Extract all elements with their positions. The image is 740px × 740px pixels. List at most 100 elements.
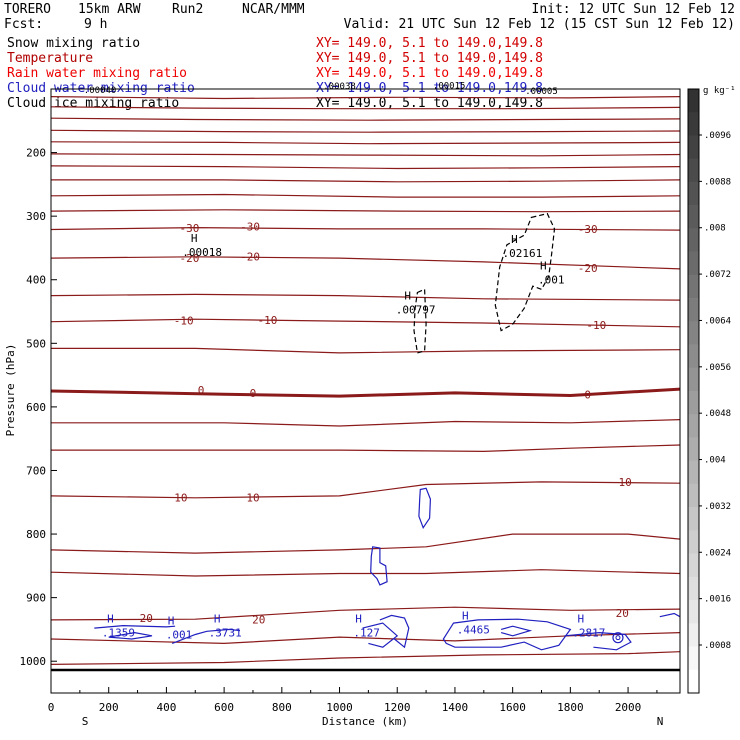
isotherm-line	[50, 153, 681, 157]
legend-snow: Snow mixing ratio	[7, 36, 140, 51]
maximum-value-label: .00018	[182, 246, 222, 259]
temperature-label: -30	[180, 222, 200, 235]
temperature-label: -10	[174, 315, 194, 328]
x-tick-label: 600	[214, 701, 234, 714]
header: TORERO 15km ARW Run2 NCAR/MMM Init: 12 U…	[4, 2, 735, 32]
maximum-marker: H	[462, 609, 469, 622]
isotherm-line	[51, 347, 681, 354]
legend-rain: Rain water mixing ratio	[7, 66, 187, 81]
y-tick-label: 900	[26, 592, 46, 605]
maximum-marker: H	[577, 613, 584, 626]
isotherm-line	[50, 209, 681, 213]
cloud-water-contour	[500, 625, 533, 637]
cloud-ice-contour	[494, 212, 556, 332]
colorbar-segment	[688, 228, 699, 252]
colorbar-segment	[688, 460, 699, 485]
temperature-label: 10	[246, 491, 259, 504]
colorbar-segment	[688, 89, 699, 113]
colorbar-segment	[688, 181, 699, 206]
colorbar-segment	[688, 321, 699, 345]
cloud-water-contour	[612, 632, 624, 644]
temperature-label: -30	[240, 221, 260, 234]
isotherm-line	[50, 165, 681, 170]
cloud-water-contour	[379, 614, 410, 649]
colorbar-segment	[688, 507, 699, 531]
isotherm-line	[50, 293, 681, 301]
x-axis-title: Distance (km)	[322, 715, 408, 728]
colorbar-segment	[688, 205, 699, 229]
cloud-water-contour	[370, 546, 388, 586]
cloud-water-contour	[615, 635, 621, 641]
colorbar-segment	[688, 367, 699, 392]
temperature-label: 10	[619, 476, 632, 489]
cloud-water-contour	[442, 618, 572, 651]
colorbar-segment	[688, 274, 699, 299]
endpoint-right: N	[657, 715, 664, 728]
legend-temperature-xy: XY= 149.0, 5.1 to 149.0,149.8	[316, 51, 543, 66]
colorbar-segment	[688, 576, 699, 601]
isotherm-line	[50, 632, 681, 645]
axes: 0 200 400 600 800 1000 1200 1400 1600 1800 2000200…	[20, 88, 681, 714]
maximum-marker: H	[511, 233, 518, 246]
maximum-marker: H	[191, 232, 198, 245]
colorbar-label: .0016	[704, 595, 731, 605]
colorbar-label: .0048	[704, 409, 731, 419]
colorbar-segment	[688, 158, 699, 183]
fcst-value: 9 h	[84, 17, 107, 32]
cloud-water-contour	[171, 628, 241, 644]
legend-cloud-ice-xy: XY= 149.0, 5.1 to 149.0,149.8	[316, 96, 543, 111]
colorbar-segment	[688, 135, 699, 159]
colorbar-segment	[688, 298, 699, 322]
colorbar-segment	[688, 530, 699, 554]
colorbar-segment	[688, 669, 699, 694]
temperature-label: 10	[174, 491, 187, 504]
y-tick-label: 200	[26, 147, 46, 160]
x-tick-label: 2000	[615, 701, 642, 714]
colorbar-segment	[688, 483, 699, 508]
x-tick-label: 1600	[499, 701, 526, 714]
plot-frame	[50, 88, 681, 694]
temperature-label: -20	[240, 250, 260, 263]
maximum-marker: H	[168, 615, 175, 628]
maximum-value-label: .1359	[102, 627, 135, 640]
temperature-label: -20	[180, 252, 200, 265]
legend: Snow mixing ratio XY= 149.0, 5.1 to 149.…	[7, 36, 543, 111]
maximum-value-label: .00015	[433, 81, 466, 91]
cloud-water-contour	[362, 622, 399, 648]
fcst-label: Fcst:	[4, 17, 43, 32]
isotherm-line	[50, 226, 681, 231]
maximum-value-label: .00005	[525, 87, 558, 97]
isotherm-line	[51, 419, 681, 427]
temperature-label: -20	[578, 262, 598, 275]
isotherm-line	[50, 106, 681, 110]
valid-time: Valid: 21 UTC Sun 12 Feb 12 (15 CST Sun …	[344, 17, 735, 32]
isotherm-line	[50, 318, 681, 328]
run-label: Run2	[172, 2, 203, 17]
maximum-value-label: .127	[353, 627, 380, 640]
org-label: NCAR/MMM	[242, 2, 305, 17]
colorbar-frame	[687, 88, 700, 694]
isotherm-line	[50, 129, 681, 133]
isotherm-line	[51, 444, 681, 453]
isotherm-line	[50, 141, 681, 145]
contour-labels: -30 -30 -30 -20 -20 -20 -10 -10 -10 0 0 0 10 10 10 20 20…	[84, 81, 632, 641]
temperature-label: 20	[616, 607, 629, 620]
isotherm-line	[50, 481, 681, 499]
x-tick-label: 1400	[442, 701, 469, 714]
colorbar-segment	[688, 344, 699, 369]
endpoint-left: S	[82, 715, 89, 728]
x-tick-label: 0	[48, 701, 55, 714]
x-tick-label: 400	[156, 701, 176, 714]
colorbar-label: .0064	[704, 316, 731, 326]
colorbar-label: .008	[704, 224, 726, 234]
colorbar-segment	[688, 112, 699, 136]
colorbar-label: .0088	[704, 177, 731, 187]
maximum-marker: H	[540, 260, 547, 273]
cloud-water-contour	[94, 624, 176, 629]
y-tick-label: 600	[26, 401, 46, 414]
colorbar-segment	[688, 646, 699, 671]
maximum-value-label: .2817	[572, 627, 605, 640]
cloud-water-contour	[108, 631, 153, 640]
temperature-label: 0	[198, 384, 205, 397]
colorbar-segment	[688, 623, 699, 647]
